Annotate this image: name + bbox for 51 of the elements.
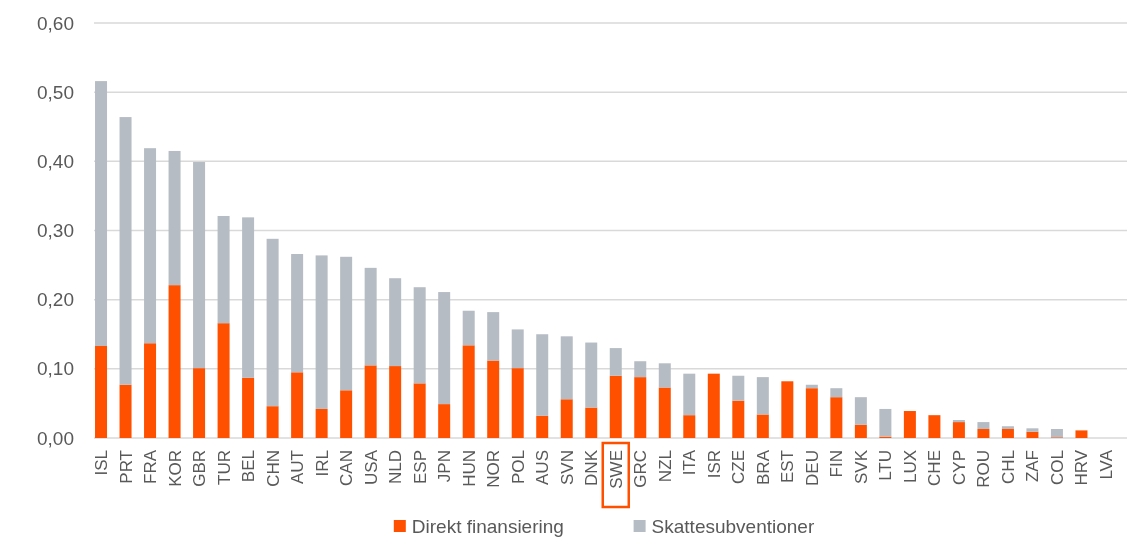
- x-tick-label: NOR: [484, 450, 504, 488]
- x-tick-label: LUX: [900, 450, 920, 484]
- x-tick-label: EST: [778, 450, 798, 484]
- x-tick-label: ROU: [974, 450, 994, 488]
- x-tick-label: FIN: [827, 450, 847, 478]
- x-tick-label: IRL: [312, 450, 332, 477]
- y-tick-label: 0,60: [37, 12, 74, 34]
- x-tick-label: BEL: [239, 450, 259, 483]
- x-tick-label: ZAF: [1023, 450, 1043, 483]
- y-tick-label: 0,30: [37, 220, 74, 242]
- x-tick-label: ISL: [92, 450, 112, 476]
- x-tick-label: ISR: [704, 450, 724, 479]
- x-tick-label: CHN: [263, 450, 283, 487]
- x-tick-label: AUT: [288, 450, 308, 484]
- x-tick-label: LVA: [1096, 449, 1116, 480]
- x-tick-label: NZL: [655, 450, 675, 483]
- x-tick-label: CAN: [337, 450, 357, 486]
- x-tick-label: BRA: [753, 449, 773, 485]
- x-tick-label: CHL: [998, 450, 1018, 485]
- x-tick-label: SWE: [606, 450, 626, 489]
- x-tick-label: CYP: [949, 450, 969, 485]
- legend-label: Direkt finansiering: [411, 516, 564, 537]
- x-tick-label: LTU: [876, 450, 896, 481]
- y-tick-label: 0,20: [37, 289, 74, 311]
- x-tick-label: FRA: [141, 449, 161, 484]
- y-tick-label: 0,10: [37, 358, 74, 380]
- y-tick-label: 0,50: [37, 81, 74, 103]
- x-tick-label: ITA: [680, 449, 700, 476]
- x-tick-label: KOR: [165, 450, 185, 487]
- x-tick-label: JPN: [435, 450, 455, 483]
- x-tick-label: GRC: [631, 450, 651, 488]
- x-tick-label: TUR: [214, 450, 234, 485]
- legend-label: Skattesubventioner: [651, 516, 815, 537]
- x-tick-label: USA: [361, 449, 381, 485]
- x-tick-label: DNK: [582, 449, 602, 486]
- x-tick-label: COL: [1047, 450, 1067, 485]
- y-tick-label: 0,40: [37, 150, 74, 172]
- x-tick-label: SVK: [851, 449, 871, 485]
- x-tick-label: NLD: [386, 450, 406, 485]
- x-tick-label: DEU: [802, 450, 822, 486]
- x-tick-label: POL: [508, 450, 528, 485]
- x-tick-label: GBR: [190, 450, 210, 487]
- x-tick-label: PRT: [116, 450, 136, 484]
- x-tick-label: CHE: [925, 450, 945, 486]
- x-tick-label: AUS: [533, 450, 553, 485]
- x-tick-label: HRV: [1072, 449, 1092, 486]
- x-tick-label: SVN: [557, 450, 577, 485]
- x-tick-label: CZE: [729, 450, 749, 484]
- y-tick-label: 0,00: [37, 427, 74, 449]
- x-tick-label: ESP: [410, 450, 430, 485]
- x-tick-label: HUN: [459, 450, 479, 487]
